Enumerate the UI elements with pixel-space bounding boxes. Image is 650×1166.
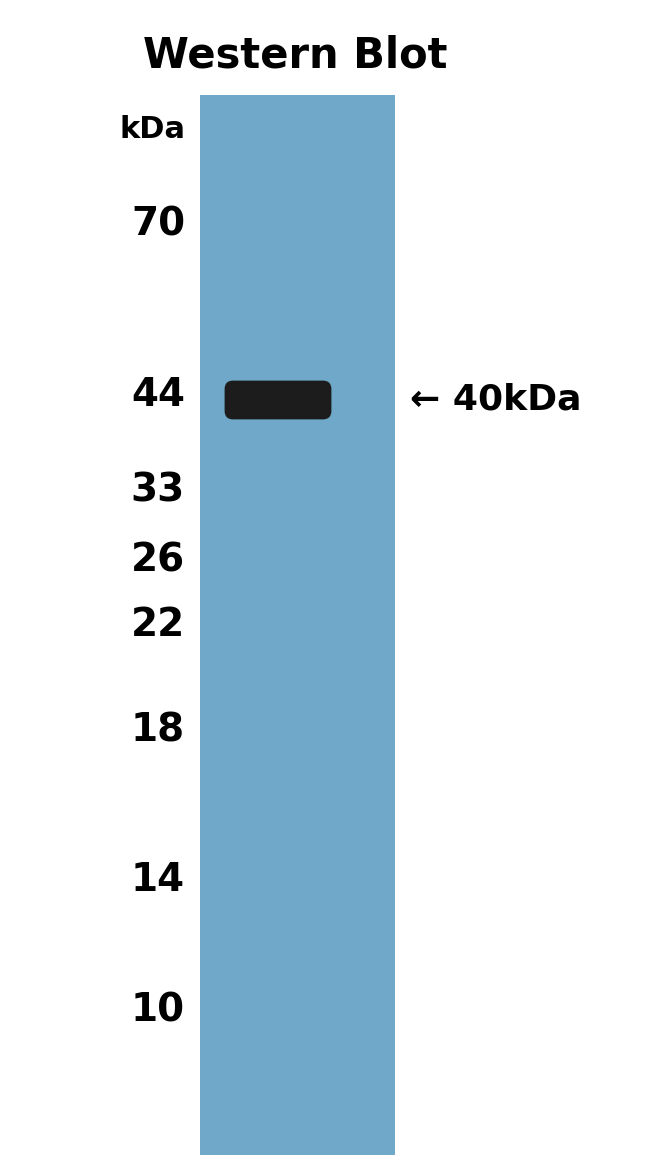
Text: 18: 18 <box>131 711 185 749</box>
Text: 14: 14 <box>131 861 185 899</box>
Text: kDa: kDa <box>119 115 185 143</box>
Text: 33: 33 <box>131 471 185 510</box>
Text: 44: 44 <box>131 375 185 414</box>
Text: 22: 22 <box>131 606 185 644</box>
Text: 10: 10 <box>131 991 185 1030</box>
Text: 26: 26 <box>131 541 185 580</box>
Text: Western Blot: Western Blot <box>143 34 447 76</box>
FancyBboxPatch shape <box>226 381 331 419</box>
Text: ← 40kDa: ← 40kDa <box>410 382 582 417</box>
Bar <box>200 94 395 1156</box>
Text: 70: 70 <box>131 206 185 244</box>
